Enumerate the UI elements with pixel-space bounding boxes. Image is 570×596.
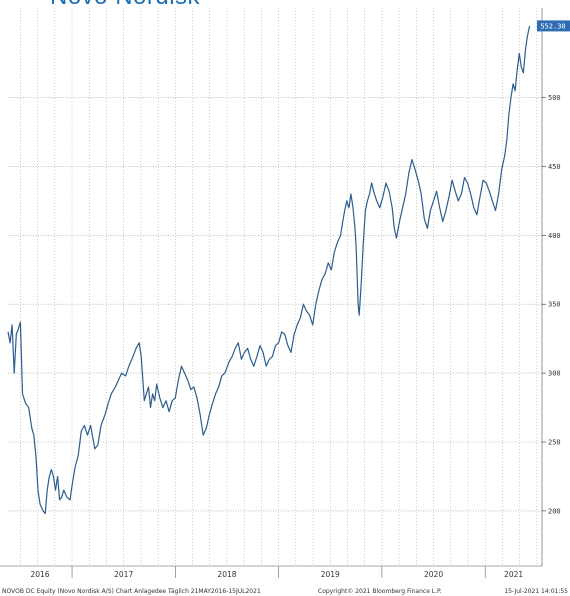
y-tick-label: 300 <box>548 370 561 378</box>
last-value-label: 552.30 <box>540 22 565 30</box>
x-axis: 2016 2017 2018 2019 2020 2021 <box>30 566 523 579</box>
x-tick-label: 2020 <box>424 570 443 579</box>
footer-center: Copyright© 2021 Bloomberg Finance L.P. <box>318 588 442 595</box>
footer-right: 15-Jul-2021 14:01:55 <box>504 588 568 595</box>
y-tick-label: 450 <box>548 163 561 171</box>
x-tick-label: 2016 <box>30 570 49 579</box>
footer: NOVOB DC Equity (Novo Nordisk A/S) Chart… <box>2 588 568 595</box>
x-tick-label: 2021 <box>504 570 523 579</box>
x-tick-label: 2017 <box>114 570 133 579</box>
last-value-badge: 552.30 <box>537 20 570 32</box>
y-tick-label: 250 <box>548 439 561 447</box>
price-series-line <box>7 25 531 515</box>
y-tick-label: 200 <box>548 507 561 515</box>
y-tick-label: 350 <box>548 301 561 309</box>
grid-lines <box>0 8 543 567</box>
footer-left: NOVOB DC Equity (Novo Nordisk A/S) Chart… <box>2 588 261 595</box>
x-tick-label: 2019 <box>321 570 340 579</box>
chart-title: Novo Nordisk <box>50 0 200 11</box>
x-tick-label: 2018 <box>217 570 236 579</box>
y-axis: 200 250 300 350 400 450 500 <box>542 94 561 515</box>
y-tick-label: 500 <box>548 94 561 102</box>
y-tick-label: 400 <box>548 232 561 240</box>
